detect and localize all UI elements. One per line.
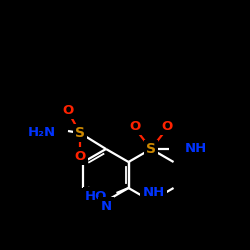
Text: O: O	[74, 150, 86, 162]
Text: NH: NH	[185, 142, 207, 156]
Text: NH: NH	[142, 186, 165, 200]
Text: O: O	[130, 120, 141, 132]
Text: O: O	[62, 104, 74, 117]
Text: HO: HO	[85, 190, 108, 202]
Text: H₂N: H₂N	[28, 126, 56, 138]
Text: N: N	[100, 200, 112, 212]
Text: S: S	[146, 142, 156, 156]
Text: S: S	[75, 126, 85, 140]
Text: O: O	[162, 120, 173, 132]
